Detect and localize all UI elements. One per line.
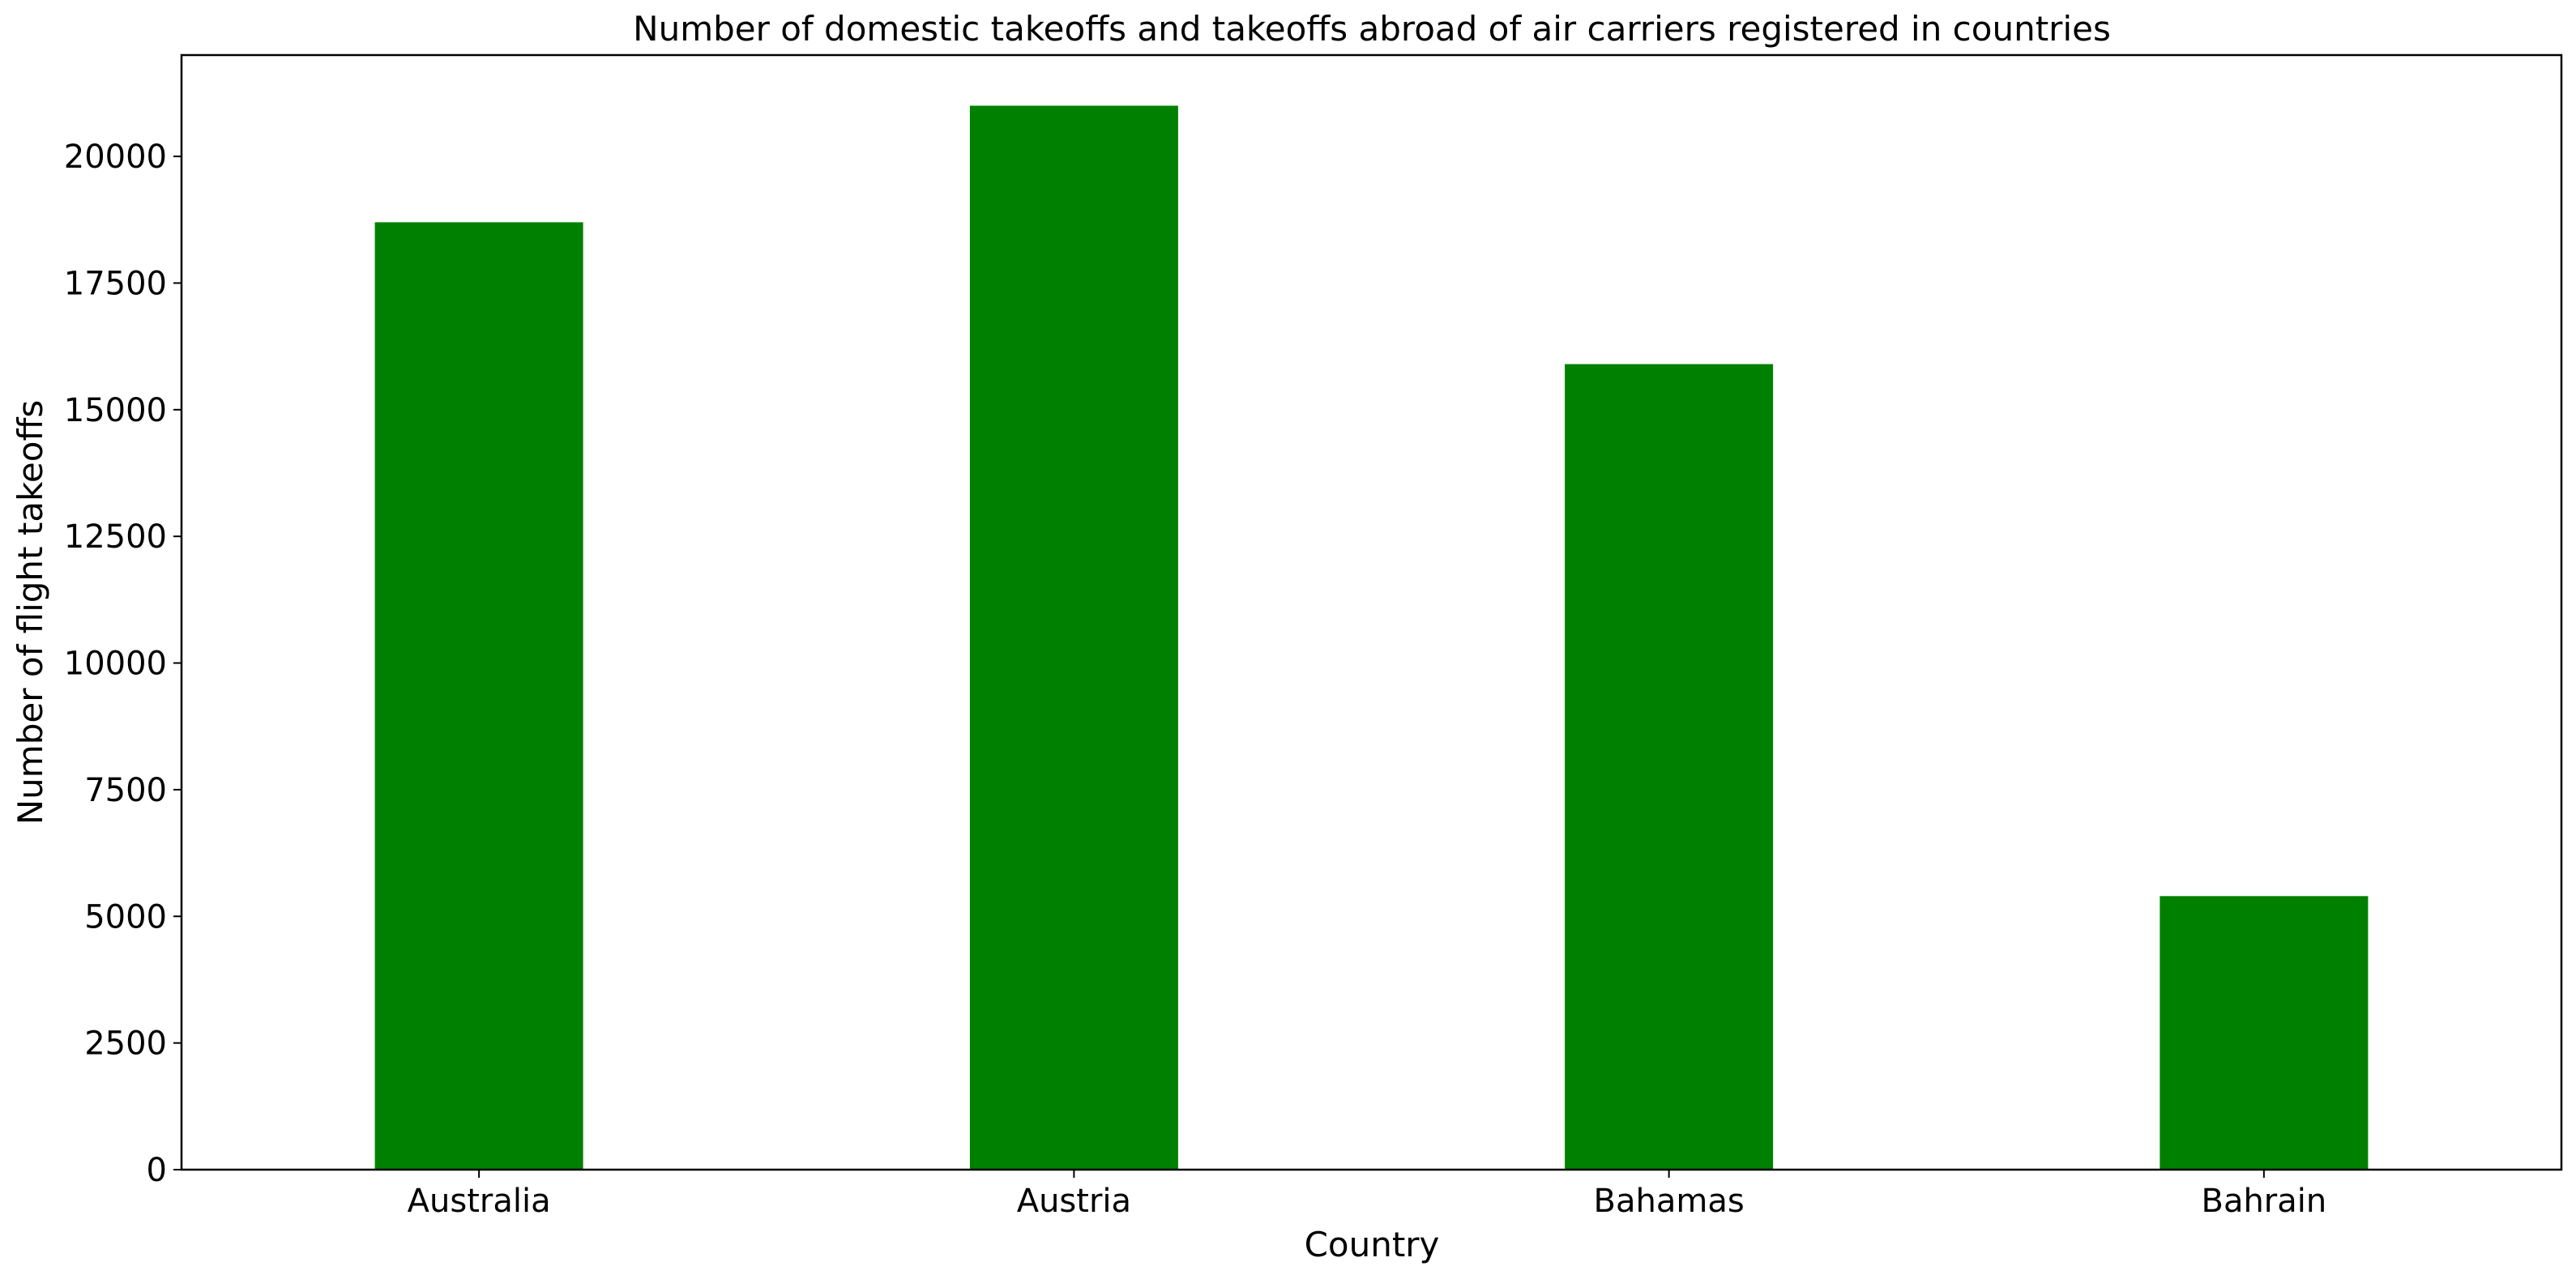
- y-tick-label: 17500: [64, 265, 167, 302]
- bar: [374, 222, 583, 1170]
- y-tick-label: 15000: [64, 392, 167, 429]
- x-tick-label: Austria: [1017, 1183, 1131, 1220]
- chart-title: Number of domestic takeoffs and takeoffs…: [633, 9, 2111, 49]
- x-axis-ticks: Australia Austria Bahamas Bahrain: [408, 1170, 2327, 1220]
- bar: [969, 105, 1178, 1170]
- bar: [1565, 364, 1774, 1170]
- plot-area-frame: [180, 53, 2563, 1171]
- y-tick-label: 20000: [64, 139, 167, 176]
- y-axis-ticks: 0 2500 5000 7500 10000 12500 15000 17500 20000: [64, 139, 182, 1189]
- x-tick-label: Bahamas: [1594, 1183, 1745, 1220]
- y-tick-label: 5000: [84, 898, 167, 936]
- x-axis-label: Country: [1305, 1225, 1440, 1264]
- y-tick-label: 0: [147, 1152, 167, 1189]
- y-axis-label: Number of flight takeoffs: [11, 400, 50, 825]
- bar: [2159, 896, 2369, 1170]
- bars-group: [374, 105, 2369, 1170]
- y-tick-label: 12500: [64, 518, 167, 556]
- x-tick-label: Bahrain: [2202, 1183, 2327, 1220]
- y-tick-label: 2500: [84, 1025, 167, 1063]
- y-tick-label: 10000: [64, 646, 167, 683]
- y-tick-label: 7500: [84, 772, 167, 809]
- x-tick-label: Australia: [408, 1183, 551, 1220]
